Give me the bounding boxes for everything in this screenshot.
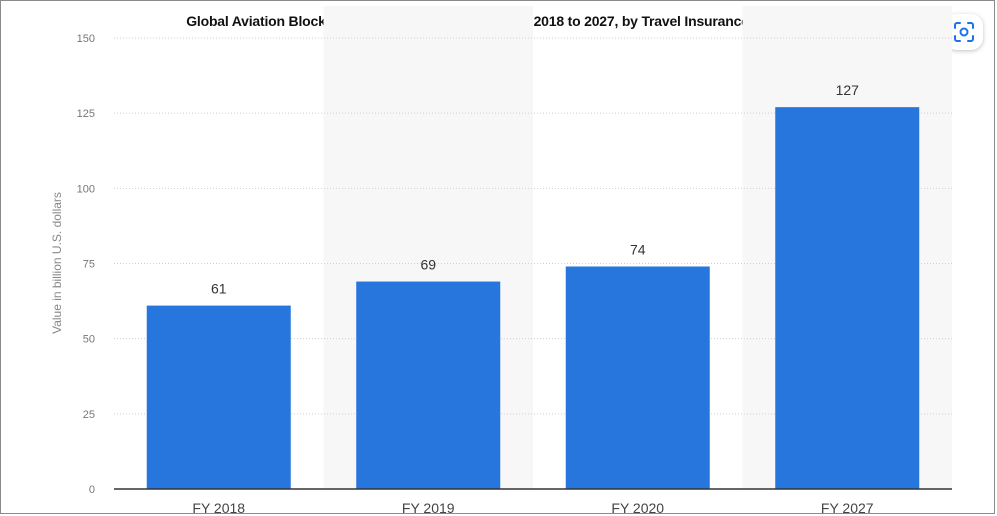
y-tick-label: 25 — [83, 409, 95, 421]
google-lens-icon — [954, 22, 974, 42]
bar — [775, 107, 920, 490]
y-tick-label: 50 — [83, 334, 95, 346]
x-tick-label: FY 2018 — [192, 500, 245, 516]
y-tick-label: 150 — [77, 33, 95, 45]
data-label: 127 — [836, 82, 860, 98]
x-tick-label: FY 2020 — [611, 500, 664, 516]
y-tick-label: 125 — [77, 108, 95, 120]
x-tick-label: FY 2027 — [821, 500, 874, 516]
y-tick-label: 100 — [77, 183, 95, 195]
bar — [356, 281, 501, 489]
bar — [146, 305, 291, 489]
data-label: 74 — [630, 242, 646, 258]
bar — [565, 266, 710, 489]
data-label: 61 — [211, 281, 227, 297]
y-tick-label: 0 — [89, 484, 95, 496]
data-label: 69 — [420, 257, 436, 273]
x-tick-label: FY 2019 — [402, 500, 455, 516]
y-axis-title: Value in billion U.S. dollars — [50, 192, 64, 334]
y-tick-label: 75 — [83, 259, 95, 271]
